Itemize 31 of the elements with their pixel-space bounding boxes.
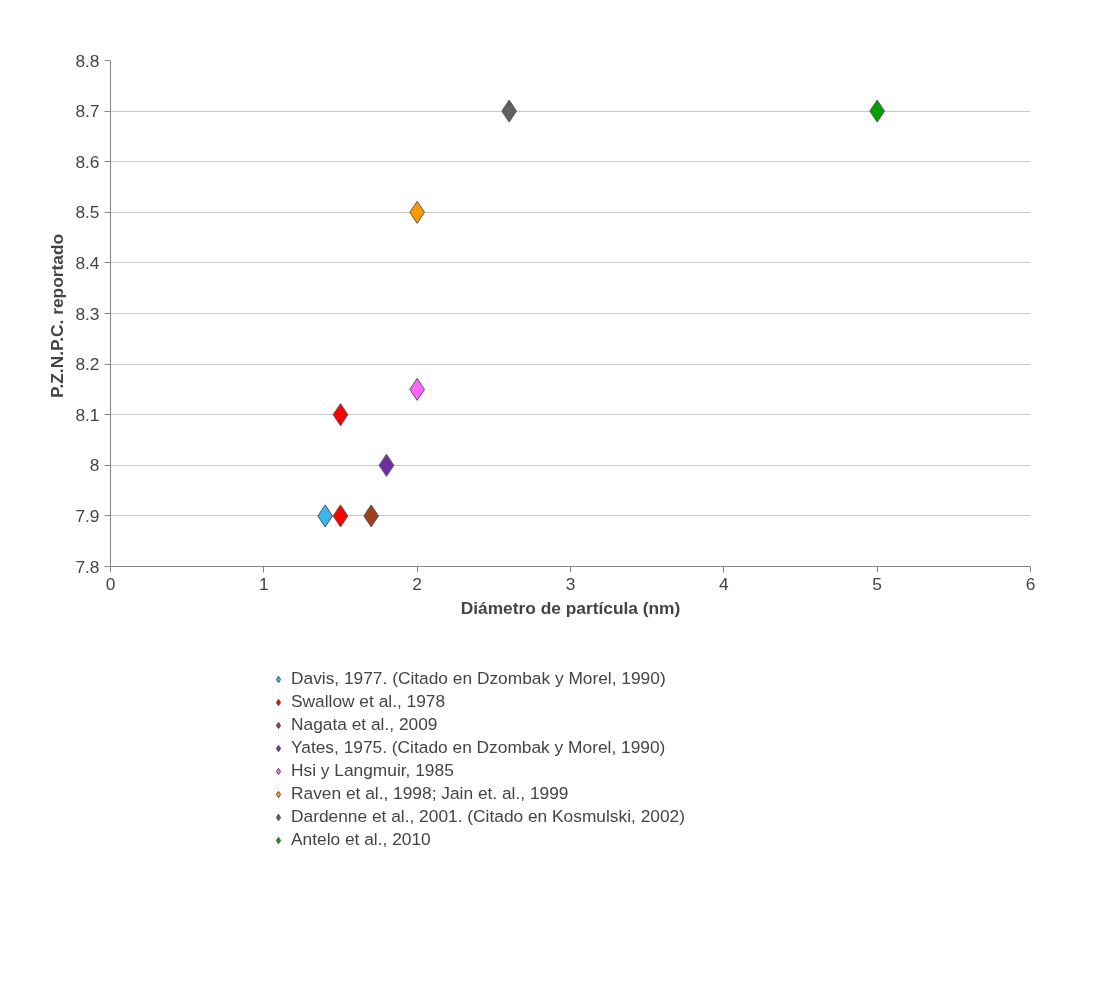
legend-label: Dardenne et al., 2001. (Citado en Kosmulski, 2002) <box>291 806 685 827</box>
y-tick-label: 8.5 <box>75 202 100 223</box>
y-tick-label: 7.8 <box>75 556 100 577</box>
y-tick-label: 8 <box>89 455 100 476</box>
y-tick-label: 8.1 <box>75 404 100 425</box>
legend-label: Antelo et al., 2010 <box>291 829 431 850</box>
x-axis-title: Diámetro de partícula (nm) <box>460 597 681 618</box>
legend-label: Swallow et al., 1978 <box>291 691 446 712</box>
y-tick-label: 8.6 <box>75 151 100 172</box>
y-tick-label: 8.2 <box>75 354 100 375</box>
x-tick-label: 2 <box>412 573 422 594</box>
legend-label: Nagata et al., 2009 <box>291 714 438 735</box>
x-tick-label: 3 <box>565 573 576 594</box>
y-tick-label: 8.7 <box>75 101 100 122</box>
x-tick-label: 1 <box>259 573 269 594</box>
y-tick-label: 7.9 <box>75 505 100 526</box>
legend-label: Davis, 1977. (Citado en Dzombak y Morel, 1990) <box>291 668 666 689</box>
x-tick-label: 5 <box>872 573 882 594</box>
y-tick-label: 8.3 <box>75 303 100 324</box>
y-axis-title: P.Z.N.P.C. reportado <box>47 233 68 398</box>
point <box>378 453 395 477</box>
legend-label: Hsi y Langmuir, 1985 <box>291 760 454 781</box>
y-tick-label: 8.8 <box>75 50 100 71</box>
legend-label: Yates, 1975. (Citado en Dzombak y Morel, 1990) <box>291 737 666 758</box>
x-tick-label: 4 <box>719 573 730 594</box>
legend-label: Raven et al., 1998; Jain et. al., 1999 <box>291 783 569 804</box>
y-tick-label: 8.4 <box>75 252 100 273</box>
x-tick-label: 6 <box>1025 573 1036 594</box>
x-tick-label: 0 <box>105 573 116 594</box>
point <box>332 403 349 427</box>
point <box>332 504 349 528</box>
